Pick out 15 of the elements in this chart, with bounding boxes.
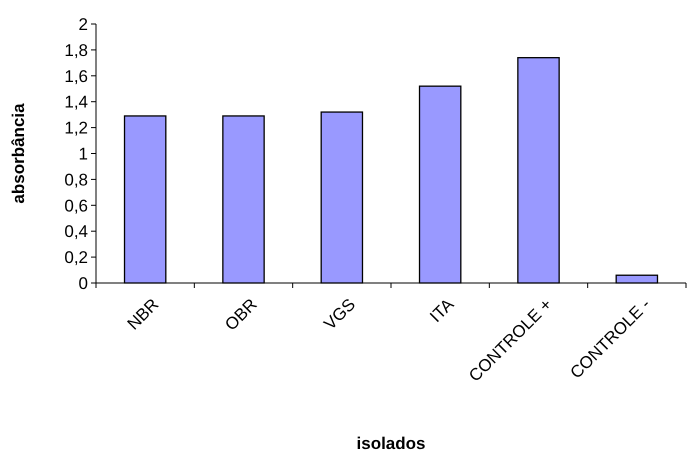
y-tick-label: 1,2	[64, 118, 88, 138]
y-tick-label: 2	[78, 14, 88, 34]
x-axis-title: isolados	[356, 434, 426, 453]
y-tick-label: 1,4	[64, 92, 88, 112]
y-tick-label: 0,6	[64, 196, 88, 216]
y-tick-label: 1,8	[64, 40, 88, 60]
x-tick-label: ITA	[426, 294, 458, 326]
x-tick-label: VGS	[320, 294, 360, 334]
y-tick-label: 1	[78, 144, 88, 164]
y-tick-label: 0,8	[64, 170, 88, 190]
y-axis-title: absorbância	[9, 102, 28, 204]
y-tick-label: 0	[78, 274, 88, 293]
y-tick-label: 0,2	[64, 248, 88, 268]
y-tick-label: 1,6	[64, 66, 88, 86]
y-tick-label: 0,4	[64, 222, 88, 242]
